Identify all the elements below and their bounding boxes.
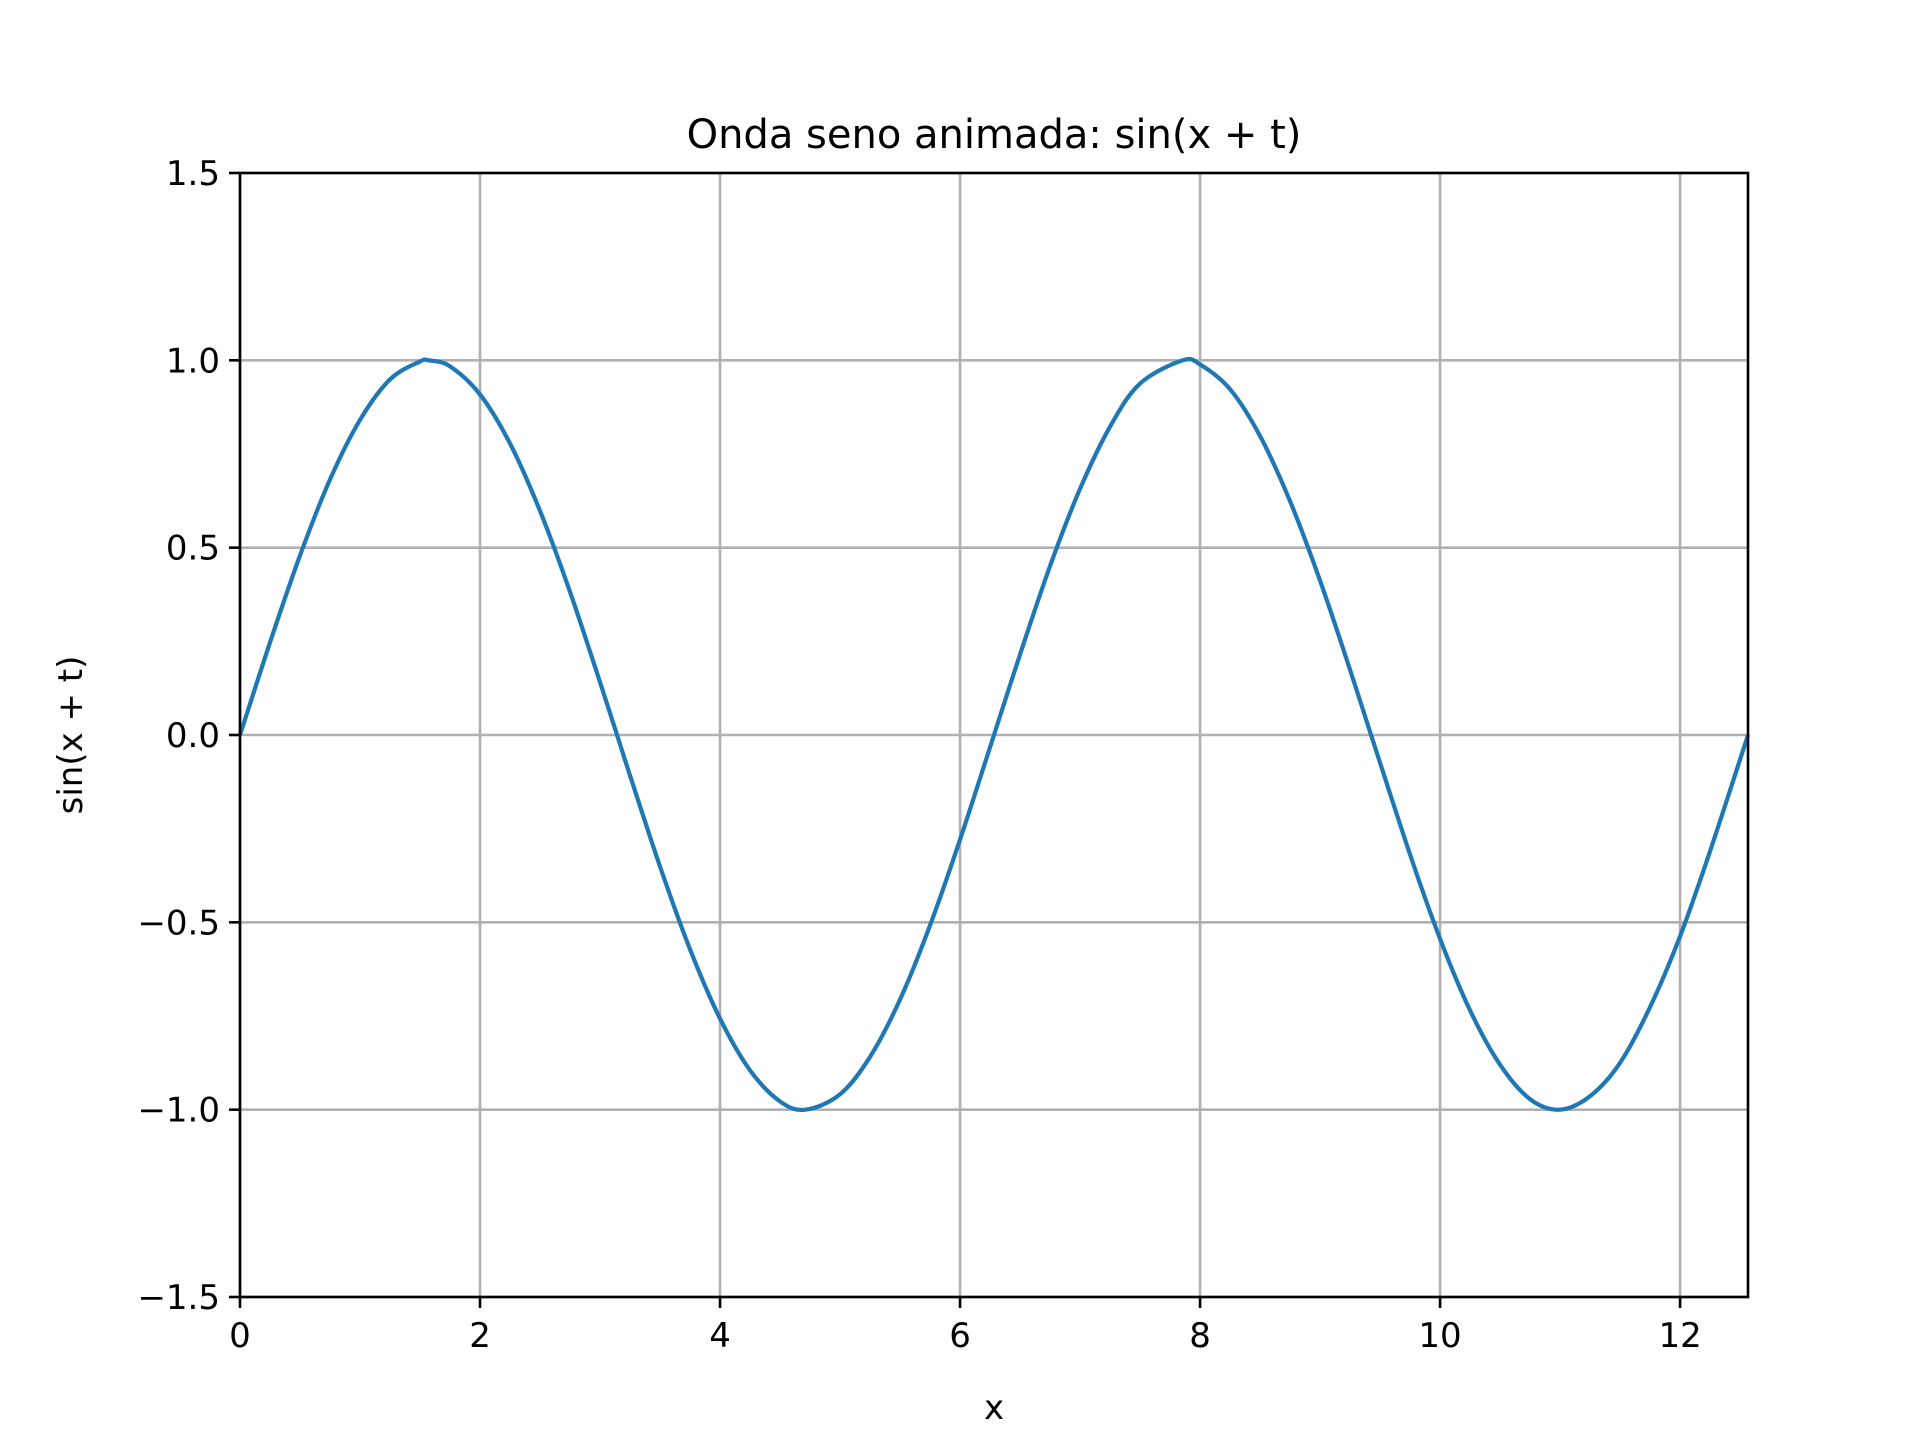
x-tick-label: 10 [1418, 1316, 1461, 1356]
y-tick-label: −1.0 [137, 1091, 220, 1131]
x-tick-label: 6 [949, 1316, 971, 1356]
series-line-0 [238, 356, 1750, 1113]
axis-ticks: 0 2 4 6 8 10 12 −1.5 −1.0 −0.5 0.0 0.5 1.0 1.5 [137, 154, 1701, 1356]
x-tick-label: 4 [709, 1316, 731, 1356]
y-tick-label: −1.5 [137, 1278, 220, 1318]
y-tick-label: 0.0 [166, 716, 220, 756]
x-tick-label: 2 [469, 1316, 491, 1356]
x-tick-label: 0 [229, 1316, 251, 1356]
x-axis-label: x [984, 1388, 1004, 1428]
y-tick-label: 0.5 [166, 529, 220, 569]
x-tick-label: 8 [1189, 1316, 1211, 1356]
y-tick-label: 1.0 [166, 341, 220, 381]
y-axis-label: sin(x + t) [51, 656, 91, 815]
x-tick-label: 12 [1658, 1316, 1701, 1356]
y-tick-label: −0.5 [137, 903, 220, 943]
series-layer [238, 356, 1750, 1113]
chart-title: Onda seno animada: sin(x + t) [687, 112, 1302, 158]
y-tick-label: 1.5 [166, 154, 220, 194]
